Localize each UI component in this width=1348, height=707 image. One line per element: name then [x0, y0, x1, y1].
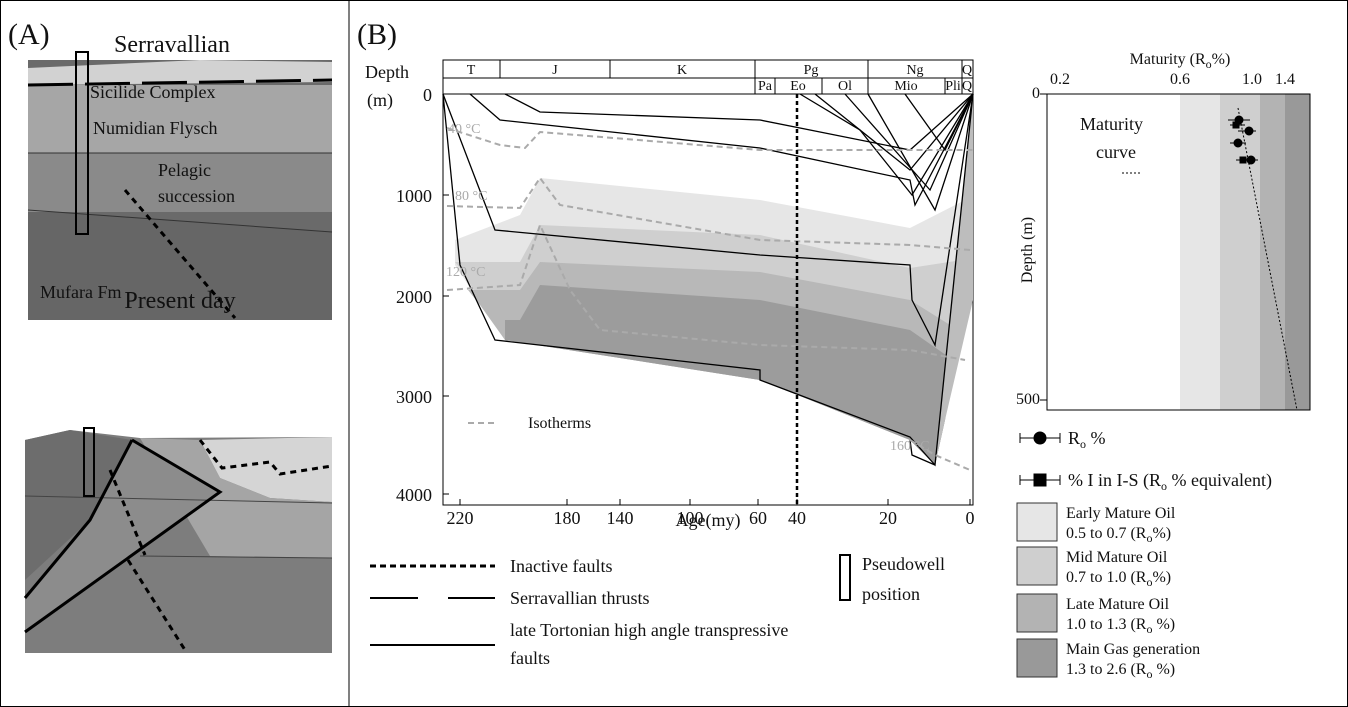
period-label: J: [552, 63, 558, 78]
zone-range: 0.7 to 1.0 (Ro%): [1066, 569, 1171, 589]
zone-name: Late Mature Oil: [1066, 596, 1170, 613]
epoch-label: Ol: [838, 79, 852, 94]
x-tick-label: 40: [788, 508, 806, 528]
legend-label: Pseudowell: [862, 554, 945, 574]
y-tick-label: 500: [1016, 391, 1040, 408]
zone-range-part: o: [1146, 622, 1152, 636]
x-tick-label: 0: [966, 508, 975, 528]
period-label: K: [677, 63, 687, 78]
zone-range-part: %): [1152, 525, 1171, 542]
zone-range-part: o: [1146, 575, 1152, 589]
legend-label: late Tortonian high angle transpressive: [510, 620, 788, 640]
y-tick-label: 2000: [396, 287, 432, 307]
legend-label: Isotherms: [528, 415, 591, 432]
legend-label: faults: [510, 648, 550, 668]
unit-label: Sicilide Complex: [90, 82, 216, 102]
section-title: Present day: [124, 288, 235, 314]
section-title: Serravallian: [114, 32, 230, 58]
x-tick-label: 0.6: [1170, 71, 1190, 88]
x-tick-label: 60: [749, 508, 767, 528]
y-tick-label: 0: [423, 85, 432, 105]
x-tick-label: 1.4: [1275, 71, 1295, 88]
zone-range-part: 1.3 to 2.6 (R: [1066, 661, 1147, 678]
panel-label: (B): [357, 18, 397, 51]
zone-name: Mid Mature Oil: [1066, 549, 1168, 566]
zone-range: 1.0 to 1.3 (Ro %): [1066, 616, 1175, 636]
legend-label: % I in I-S (Ro % equivalent): [1068, 470, 1272, 493]
x-tick-label: 140: [607, 508, 634, 528]
zone-range-part: o: [1146, 531, 1152, 545]
zone-range-part: %): [1152, 661, 1175, 678]
zone-range: 0.5 to 0.7 (Ro%): [1066, 525, 1171, 545]
zone-name: Main Gas generation: [1066, 641, 1200, 658]
curve-label: curve: [1096, 142, 1136, 162]
zone-range-part: %): [1152, 616, 1175, 633]
legend-label: Serravallian thrusts: [510, 588, 649, 608]
zone-range: 1.3 to 2.6 (Ro %): [1066, 661, 1175, 681]
x-tick-label: 20: [879, 508, 897, 528]
x-tick-label: 220: [447, 508, 474, 528]
axis-label: Depth: [365, 62, 409, 82]
burial-plot: [442, 59, 974, 506]
zone-range-part: 0.7 to 1.0 (R: [1066, 569, 1147, 586]
zone-range-part: 1.0 to 1.3 (R: [1066, 616, 1147, 633]
maturity-plot: [1040, 93, 1311, 411]
maturity-legend-symbols: [1016, 431, 1061, 678]
unit-label: Pelagic: [158, 160, 211, 180]
axis-label: (m): [367, 90, 393, 111]
epoch-label: Q: [962, 79, 972, 94]
isotherm-label: 80 °C: [455, 189, 487, 204]
zone-range-part: %): [1152, 569, 1171, 586]
zone-name: Early Mature Oil: [1066, 505, 1176, 522]
zone-range-part: o: [1146, 667, 1152, 681]
x-tick-label: 100: [677, 508, 704, 528]
epoch-label: Mio: [894, 79, 917, 94]
epoch-label: Pa: [758, 79, 773, 94]
period-label: Q: [962, 63, 972, 78]
legend-label: position: [862, 584, 920, 604]
serravallian-section: [27, 51, 333, 320]
y-tick-label: 1000: [396, 186, 432, 206]
axis-label: Depth (m): [1019, 217, 1036, 283]
panel-label: (A): [8, 18, 50, 51]
x-tick-label: 0.2: [1050, 71, 1070, 88]
period-label: Pg: [804, 63, 819, 78]
period-label: Ng: [906, 63, 923, 78]
isotherm-label: 160 °C: [890, 439, 929, 454]
epoch-label: Eo: [790, 79, 806, 94]
zone-range-part: 0.5 to 0.7 (R: [1066, 525, 1147, 542]
axis-title: Maturity (Ro%): [1130, 51, 1231, 71]
y-tick-label: 4000: [396, 485, 432, 505]
x-tick-label: 1.0: [1242, 71, 1262, 88]
fault-legend: [370, 554, 851, 646]
isotherm-label: 40 °C: [448, 122, 480, 137]
curve-label: Maturity: [1080, 114, 1143, 134]
y-tick-label: 0: [1032, 85, 1040, 102]
unit-label: succession: [158, 186, 235, 206]
unit-label: Mufara Fm: [40, 282, 121, 302]
present-day-section: [23, 427, 333, 653]
legend-label: Ro %: [1068, 428, 1106, 451]
axis-label: Age(my): [676, 510, 741, 531]
period-label: T: [467, 63, 476, 78]
x-tick-label: 180: [554, 508, 581, 528]
isotherm-label: 120 °C: [446, 265, 485, 280]
epoch-label: Pli: [945, 79, 961, 94]
unit-label: Numidian Flysch: [93, 118, 218, 138]
y-tick-label: 3000: [396, 387, 432, 407]
legend-label: Inactive faults: [510, 556, 612, 576]
